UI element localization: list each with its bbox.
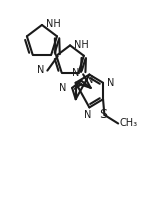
Text: S: S <box>99 108 107 121</box>
Text: N: N <box>59 83 67 93</box>
Text: N: N <box>86 75 93 85</box>
Text: CH₃: CH₃ <box>120 118 138 128</box>
Text: NH: NH <box>74 40 89 50</box>
Text: N: N <box>72 68 79 78</box>
Text: NH: NH <box>46 18 61 28</box>
Text: N: N <box>84 110 92 120</box>
Text: N: N <box>36 65 44 75</box>
Text: N: N <box>107 78 115 88</box>
